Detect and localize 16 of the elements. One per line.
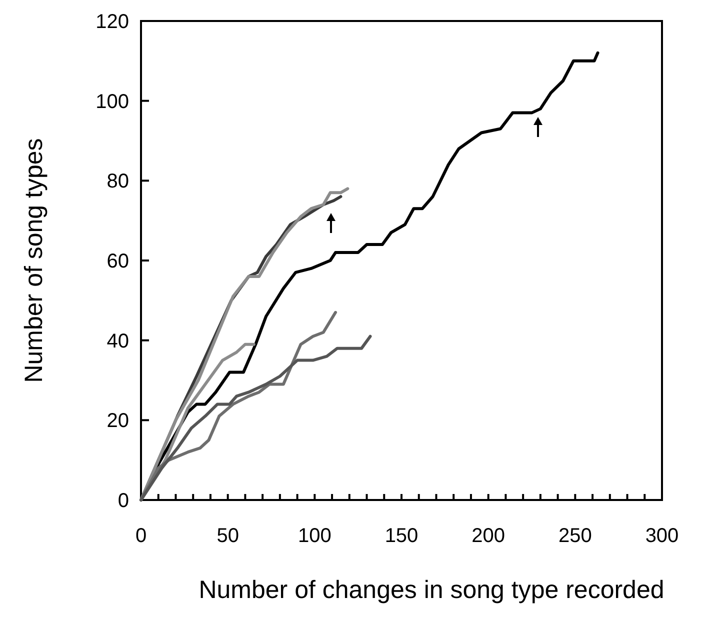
x-tick-label: 150 [384, 525, 418, 547]
y-axis-title: Number of song types [20, 138, 48, 383]
y-tick-label: 120 [96, 11, 129, 33]
x-tick-label: 250 [558, 525, 592, 547]
y-tick-label: 80 [106, 170, 129, 193]
y-tick-label: 60 [106, 250, 129, 272]
x-tick-label: 300 [645, 525, 679, 547]
y-tick-label: 20 [106, 410, 129, 432]
x-axis-title: Number of changes in song type recorded [198, 576, 664, 604]
x-tick-label: 200 [472, 525, 506, 547]
x-tick-label: 0 [135, 525, 147, 547]
x-tick-label: 50 [216, 525, 239, 547]
y-tick-label: 0 [118, 490, 129, 512]
x-tick-label: 100 [298, 525, 332, 547]
y-tick-label: 100 [96, 90, 129, 113]
y-tick-label: 40 [106, 330, 129, 352]
